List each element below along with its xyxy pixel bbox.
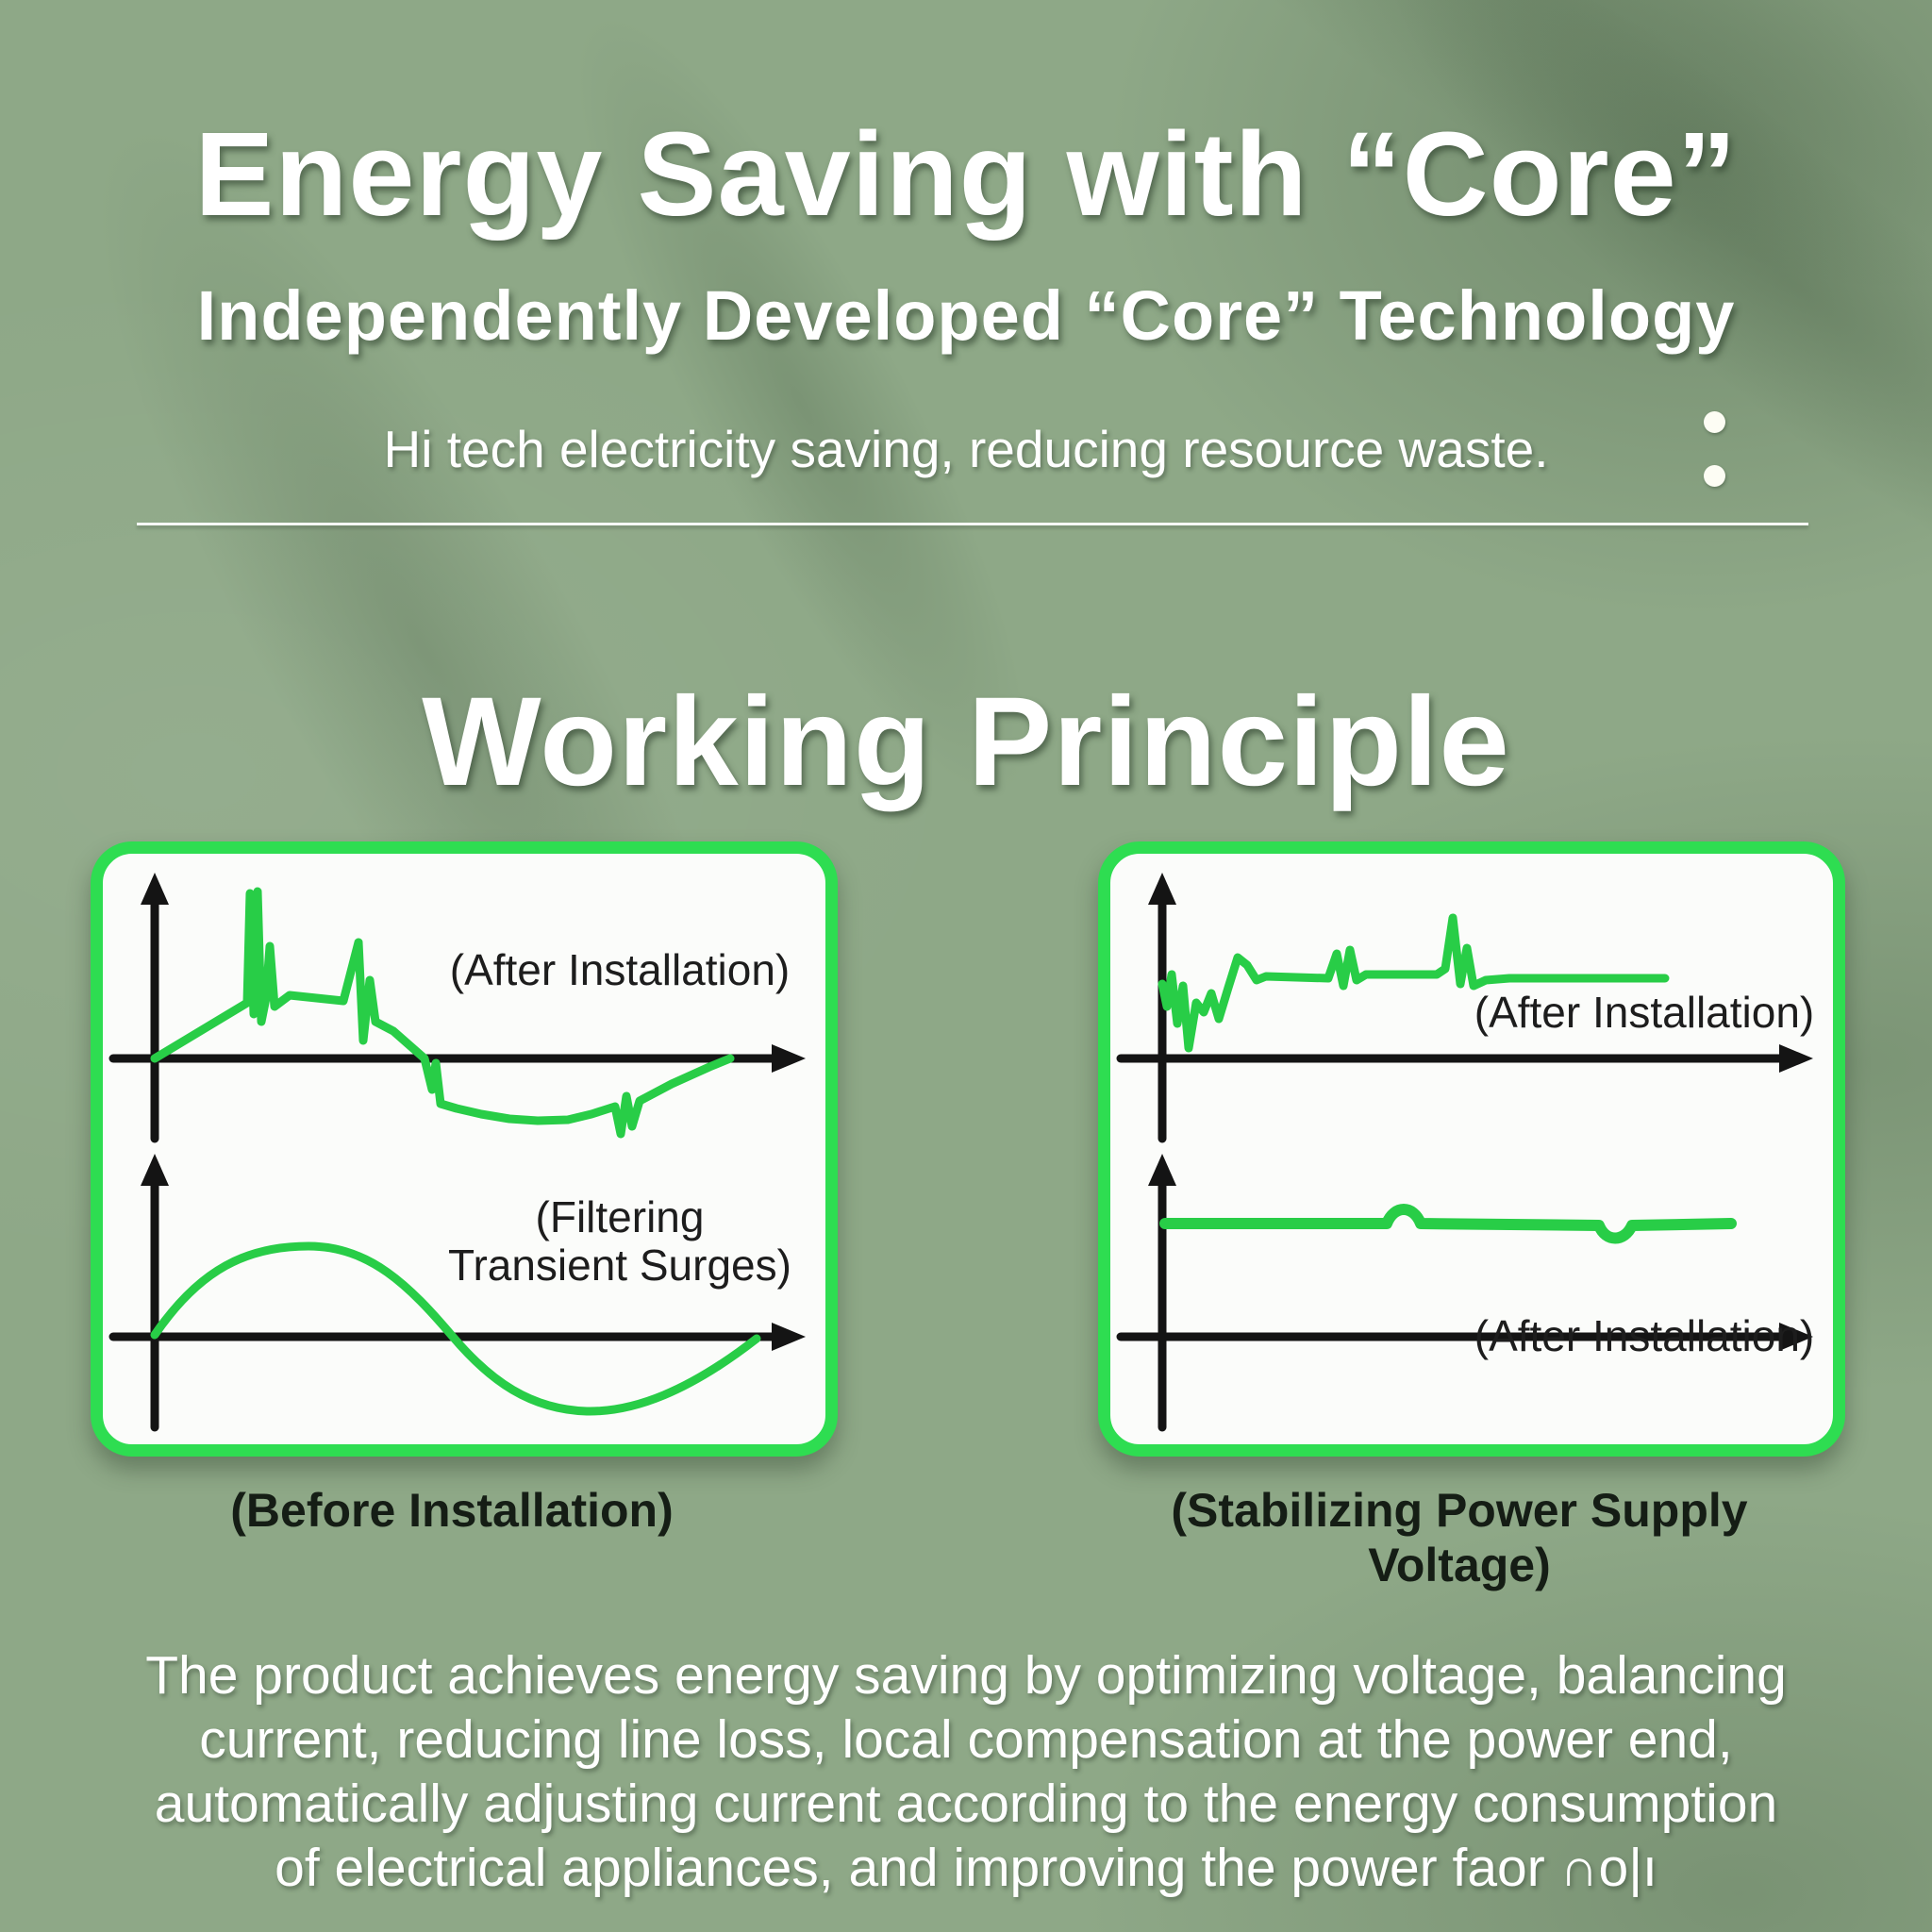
chart-label: (After Installation) bbox=[1474, 988, 1815, 1037]
page-title: Energy Saving with “Core” bbox=[194, 108, 1738, 241]
paragraph-line: of electrical appliances, and improving … bbox=[275, 1838, 1657, 1898]
chart-label: (After Installation) bbox=[1474, 1311, 1815, 1360]
chart-label: (Filtering Transient Surges) bbox=[417, 1193, 823, 1289]
left-panel-caption: (Before Installation) bbox=[230, 1484, 674, 1537]
right-panel-caption: (Stabilizing Power Supply Voltage) bbox=[1171, 1484, 1748, 1591]
stabilizing-voltage-panel: (After Installation) (After Installation… bbox=[1098, 841, 1845, 1457]
settling-voltage-chart: (After Installation) bbox=[1113, 863, 1830, 1146]
distorted-waveform-chart: (After Installation) bbox=[106, 863, 823, 1146]
description-paragraph: The product achieves energy saving by op… bbox=[0, 1643, 1932, 1900]
section-title: Working Principle bbox=[422, 672, 1510, 812]
paragraph-line: The product achieves energy saving by op… bbox=[145, 1645, 1787, 1706]
stabilized-line-chart: (After Installation) bbox=[1113, 1144, 1830, 1451]
divider-line bbox=[137, 523, 1808, 525]
tagline: Hi tech electricity saving, reducing res… bbox=[383, 420, 1549, 478]
paragraph-line: current, reducing line loss, local compe… bbox=[199, 1709, 1733, 1770]
chart-label-line2: Transient Surges) bbox=[448, 1240, 791, 1290]
colon-dots-icon bbox=[1704, 411, 1725, 487]
before-installation-panel: (After Installation) (Filtering Transien… bbox=[91, 841, 838, 1457]
settling-voltage-svg bbox=[1116, 873, 1813, 1143]
page-subtitle: Independently Developed “Core” Technolog… bbox=[196, 276, 1736, 355]
chart-label: (After Installation) bbox=[449, 945, 791, 994]
chart-label-line1: (Filtering bbox=[535, 1192, 705, 1241]
stabilized-line-svg bbox=[1116, 1154, 1813, 1432]
sine-wave-svg bbox=[108, 1154, 806, 1432]
sine-wave-chart: (Filtering Transient Surges) bbox=[106, 1144, 823, 1451]
distorted-waveform-svg bbox=[108, 873, 806, 1143]
paragraph-line: automatically adjusting current accordin… bbox=[154, 1774, 1778, 1834]
